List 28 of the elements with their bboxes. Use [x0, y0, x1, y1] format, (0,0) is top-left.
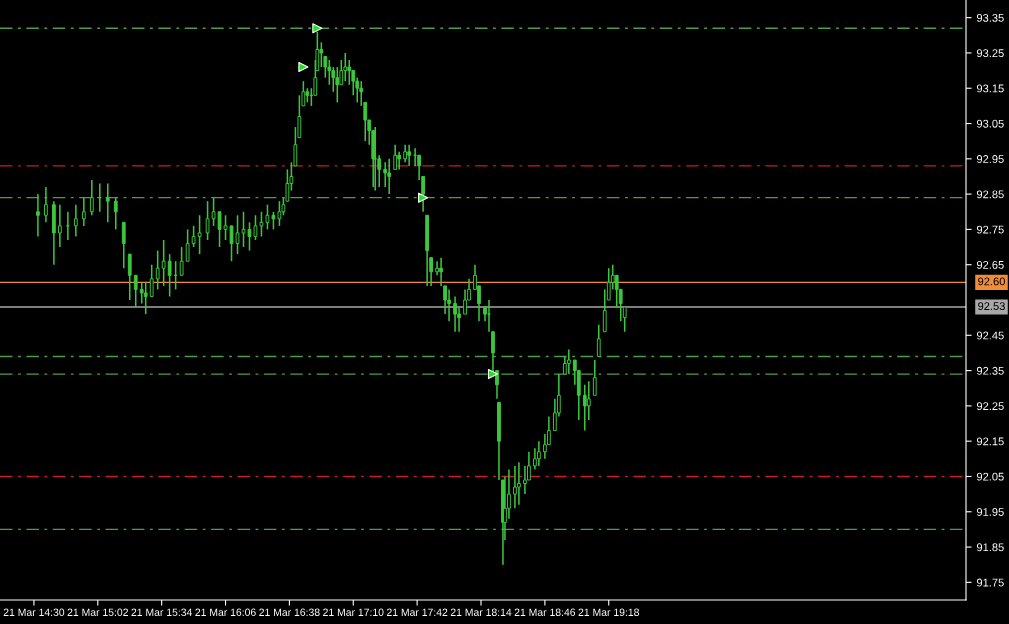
y-tick-label: 91.95: [976, 508, 1004, 516]
x-tick-label: 21 Mar 16:06: [195, 608, 256, 616]
y-tick-label: 92.85: [976, 190, 1004, 199]
x-tick-label: 21 Mar 17:42: [386, 608, 448, 616]
y-tick-label: 92.05: [976, 472, 1004, 481]
ref-line-label: 92.53: [978, 302, 1005, 311]
y-tick-label: 92.15: [976, 437, 1004, 446]
ref-line-label: 92.60: [978, 277, 1005, 286]
x-tick-label: 21 Mar 18:46: [514, 608, 576, 616]
x-tick-label: 21 Mar 14:30: [3, 608, 65, 616]
x-tick-label: 21 Mar 18:14: [450, 608, 512, 616]
y-tick-label: 93.15: [976, 84, 1004, 93]
y-tick-label: 92.95: [976, 155, 1004, 163]
y-tick-label: 91.75: [976, 578, 1004, 587]
y-tick-label: 91.85: [976, 543, 1004, 552]
y-tick-label: 93.35: [976, 13, 1004, 22]
x-tick-label: 21 Mar 15:34: [131, 608, 193, 616]
y-tick-label: 92.45: [976, 331, 1004, 340]
y-tick-label: 92.75: [976, 225, 1004, 234]
x-tick-label: 21 Mar 16:38: [259, 608, 320, 616]
x-tick-label: 21 Mar 17:10: [323, 608, 384, 616]
x-tick-label: 21 Mar 19:18: [578, 608, 639, 616]
y-tick-label: 93.05: [976, 119, 1004, 128]
y-tick-label: 92.25: [976, 402, 1004, 411]
y-tick-label: 92.65: [976, 260, 1004, 269]
y-tick-label: 93.25: [976, 49, 1004, 58]
x-tick-label: 21 Mar 15:02: [67, 608, 128, 616]
y-tick-label: 92.35: [976, 366, 1004, 375]
